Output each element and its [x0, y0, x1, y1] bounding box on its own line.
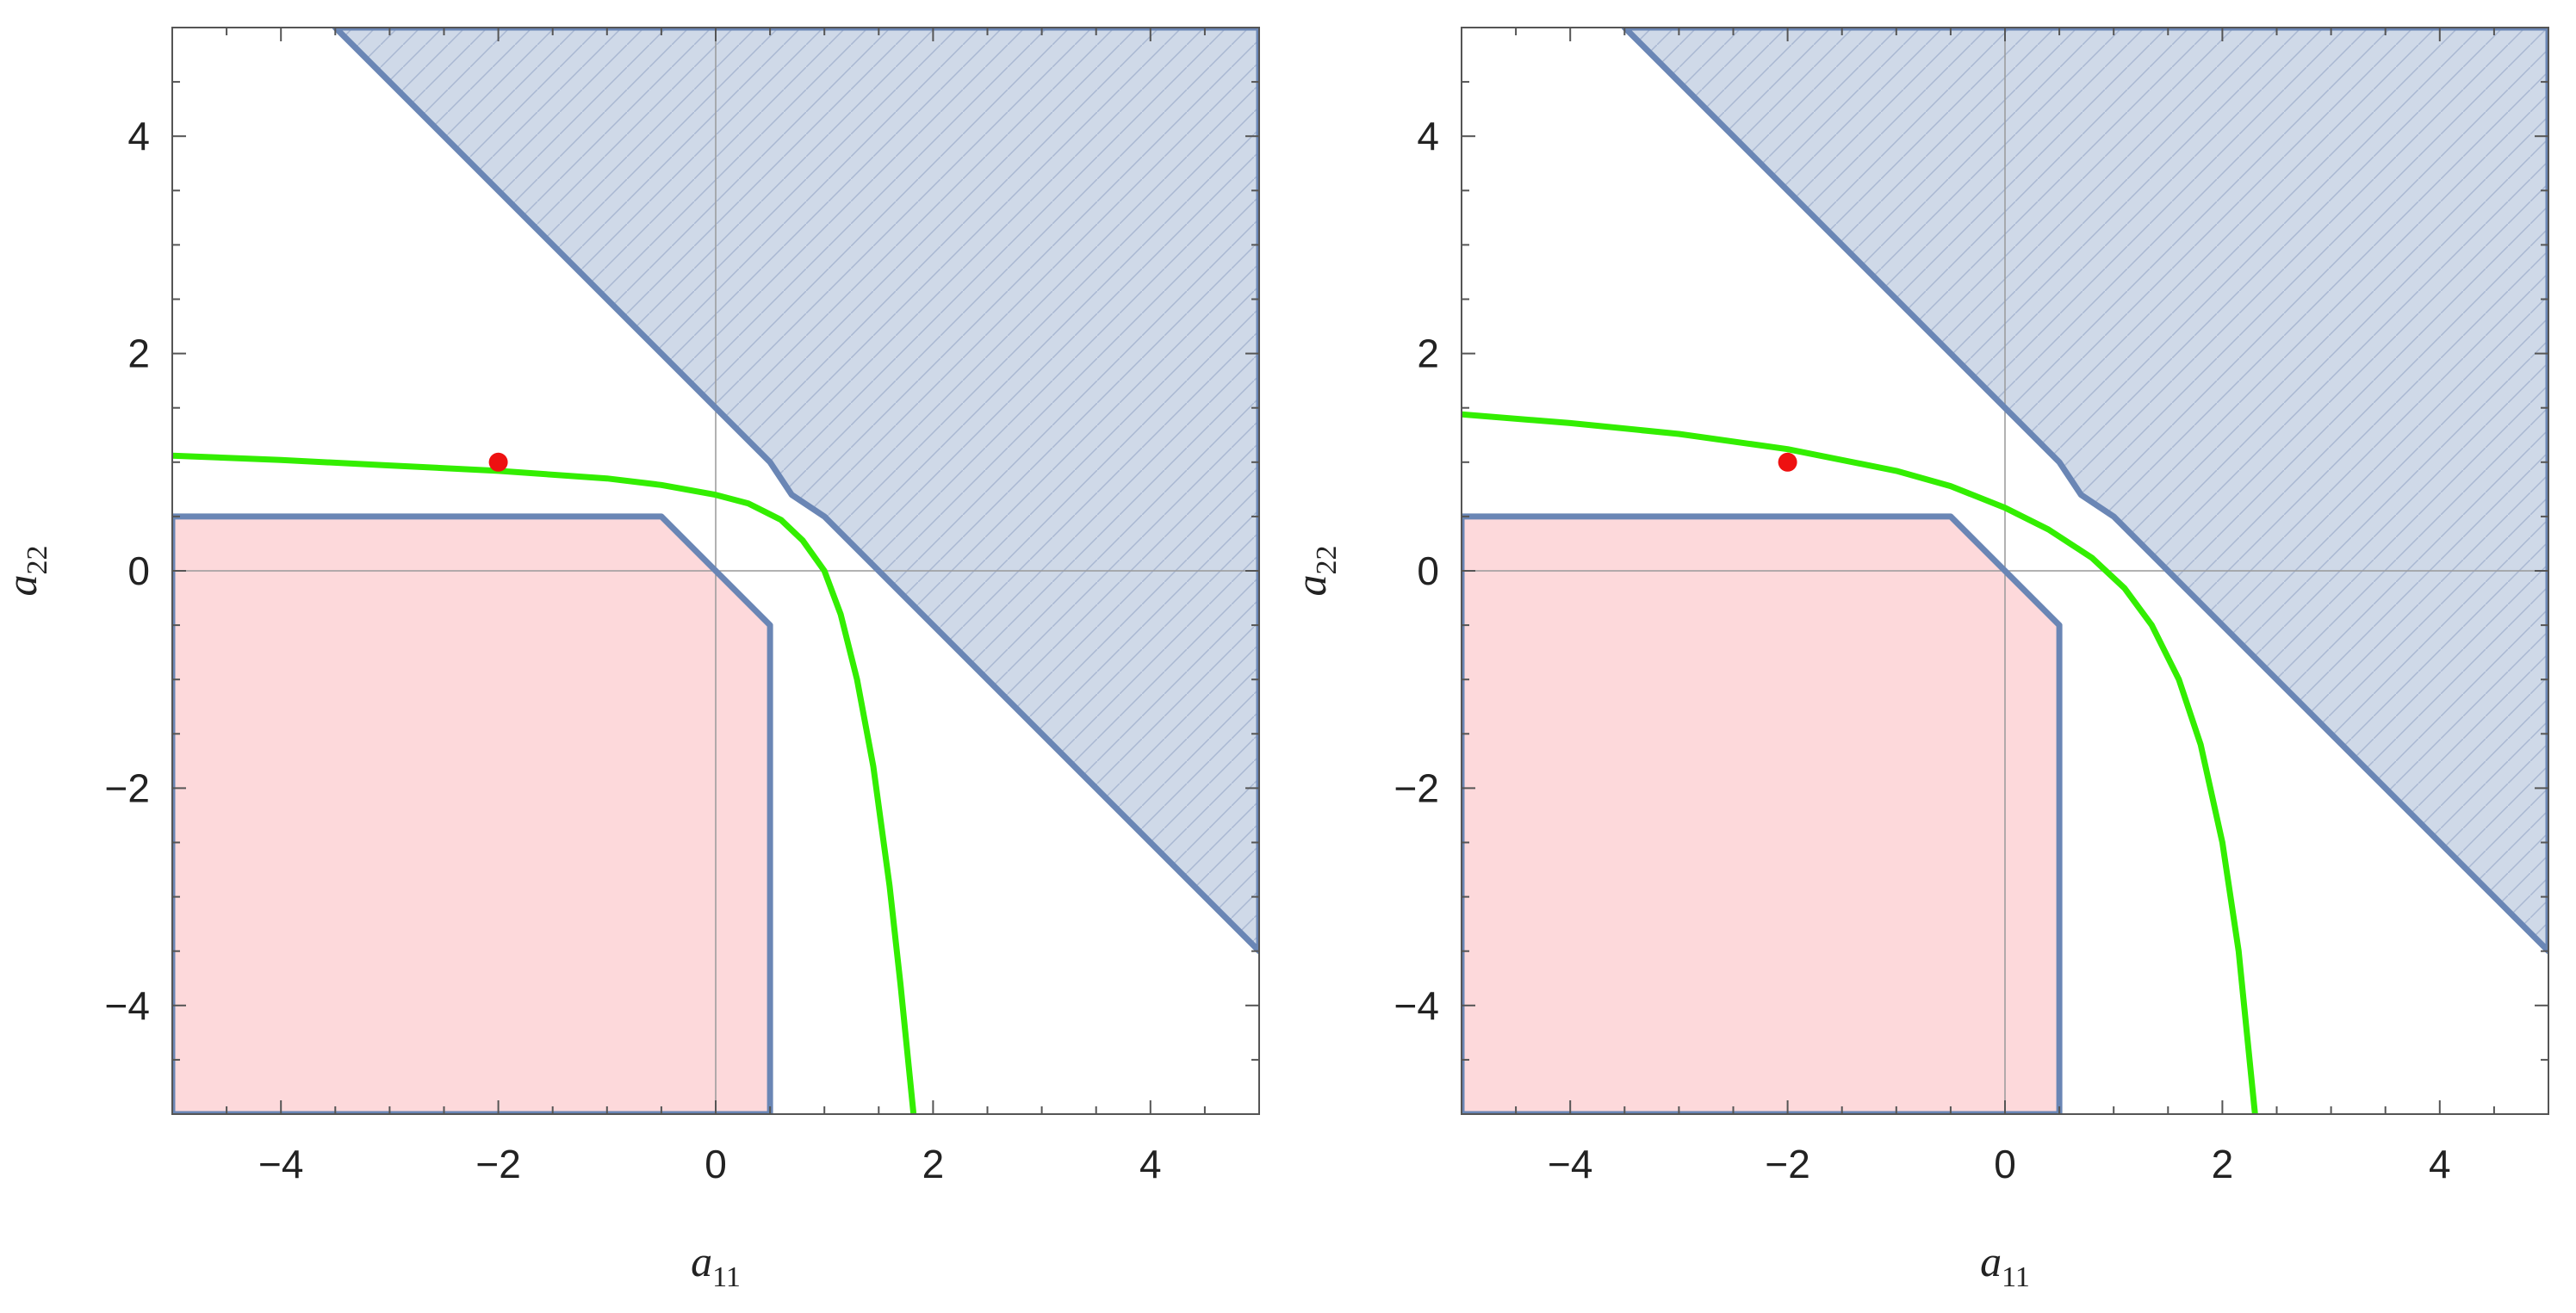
x-axis-label-main: a [1980, 1237, 2002, 1285]
x-tick-label: 2 [2212, 1142, 2234, 1186]
y-axis-label-main: a [1287, 575, 1335, 597]
y-tick-label: −4 [105, 983, 150, 1028]
pink-region-edge [172, 513, 773, 1114]
plot-area [172, 28, 1259, 1114]
x-axis-label: a11 [1980, 1237, 2030, 1293]
ticks [1461, 27, 2549, 1115]
ticks [171, 27, 1260, 1115]
green-curve [172, 452, 917, 1114]
x-tick-label: −2 [475, 1142, 520, 1186]
y-tick-label: 2 [1417, 331, 1439, 376]
blue-hatched-region-edge [1621, 28, 2548, 955]
red-point [488, 452, 508, 472]
y-axis-label: a22 [1287, 546, 1343, 597]
pink-region-edge [1462, 513, 2063, 1114]
y-tick-label: 0 [127, 548, 150, 593]
y-axis-label-subscript: 22 [22, 546, 53, 575]
x-axis-label: a11 [691, 1237, 741, 1293]
y-axis-label-main: a [0, 575, 46, 597]
x-tick-label: 0 [705, 1142, 727, 1186]
blue-hatched-region-edge [332, 28, 1259, 955]
y-tick-label: 4 [127, 114, 150, 158]
pink-region-fill [172, 516, 771, 1114]
red-point [1778, 452, 1797, 472]
y-tick-label: −4 [1394, 983, 1439, 1028]
y-tick-label: 4 [1417, 114, 1439, 158]
x-axis-label-main: a [691, 1237, 712, 1285]
x-tick-label: 2 [922, 1142, 945, 1186]
x-axis-label-subscript: 11 [712, 1261, 741, 1293]
x-axis-label-subscript: 11 [2002, 1261, 2030, 1293]
y-axis-label: a22 [0, 546, 53, 597]
x-tick-label: 0 [1994, 1142, 2016, 1186]
y-tick-label: 0 [1417, 548, 1439, 593]
y-axis-label-subscript: 22 [1311, 546, 1343, 575]
green-curve [1462, 411, 2258, 1114]
x-tick-label: 4 [1139, 1142, 1162, 1186]
y-tick-label: 2 [127, 331, 150, 376]
x-tick-label: −4 [258, 1142, 303, 1186]
y-tick-label: −2 [1394, 765, 1439, 810]
y-tick-label: −2 [105, 765, 150, 810]
pink-region-fill [1462, 516, 2060, 1114]
x-tick-label: −4 [1548, 1142, 1592, 1186]
plot-area [1462, 28, 2548, 1114]
x-tick-label: 4 [2429, 1142, 2451, 1186]
x-tick-label: −2 [1765, 1142, 1809, 1186]
